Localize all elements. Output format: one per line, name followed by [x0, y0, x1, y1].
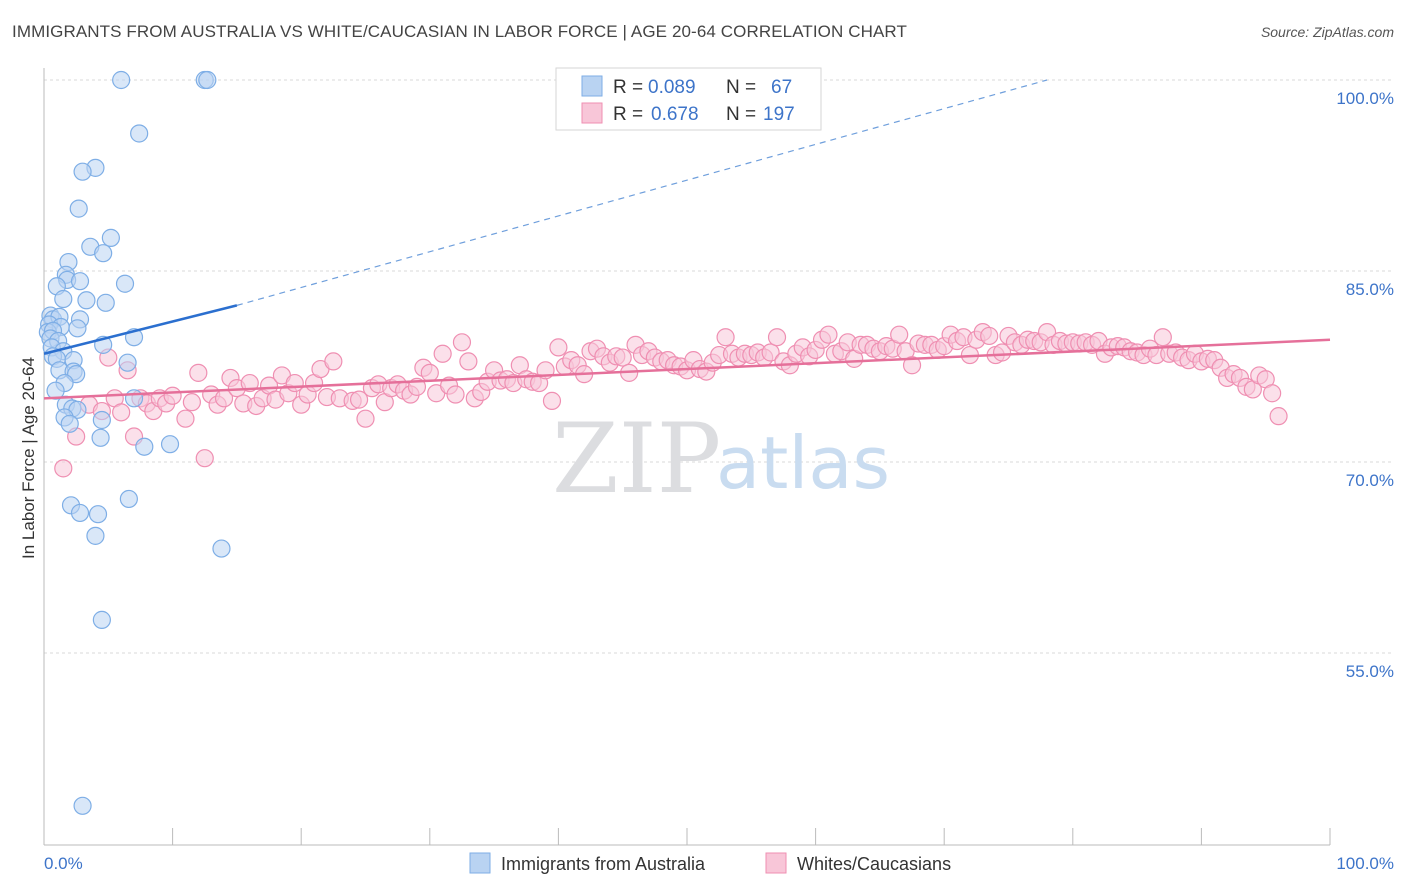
source-credit: Source: ZipAtlas.com: [1260, 24, 1394, 40]
point-white-58: [459, 352, 478, 371]
series-legend-label-2: Whites/Caucasians: [797, 854, 951, 874]
point-white-105: [761, 343, 780, 362]
trend-line-australia-extension: [236, 79, 1048, 306]
point-white-52: [420, 363, 439, 382]
stats-legend: R = 0.089 N = 67 R = 0.678 N = 197: [555, 67, 822, 131]
chart-title: IMMIGRANTS FROM AUSTRALIA VS WHITE/CAUCA…: [12, 22, 907, 41]
point-australia-13: [70, 272, 90, 291]
point-white-82: [613, 348, 632, 367]
legend-r-label-1: R =: [613, 77, 643, 98]
point-australia-0: [112, 70, 131, 90]
trend-line-australia: [43, 304, 238, 355]
point-white-72: [549, 338, 568, 357]
point-white-18: [195, 449, 214, 468]
point-white-38: [324, 352, 343, 371]
point-australia-37: [118, 353, 137, 372]
point-white-141: [992, 343, 1012, 362]
series-legend-swatch-pink: [765, 852, 787, 874]
point-white-17: [189, 363, 208, 382]
point-australia-6: [69, 199, 88, 218]
point-white-41: [349, 390, 369, 409]
series-legend-label-1: Immigrants from Australia: [501, 854, 706, 874]
point-white-25: [240, 373, 259, 393]
point-australia-9: [94, 244, 113, 263]
point-australia-18: [96, 293, 115, 312]
point-white-42: [356, 409, 375, 428]
legend-r-value-2: 0.678: [651, 104, 699, 125]
point-white-6: [112, 403, 131, 422]
watermark-zip: ZIP: [552, 403, 721, 515]
y-tick-label-2: 70.0%: [1346, 471, 1394, 490]
series-legend: Immigrants from Australia Whites/Caucasi…: [469, 852, 951, 874]
point-white-127: [902, 356, 922, 375]
point-white-57: [452, 333, 472, 352]
point-australia-2: [198, 70, 217, 90]
x-tick-label-max: 100.0%: [1336, 854, 1394, 873]
trend-lines: [43, 79, 1331, 400]
point-australia-58: [212, 539, 231, 558]
legend-r-value-1: 0.089: [648, 77, 696, 98]
point-white-14: [163, 386, 182, 405]
point-white-16: [182, 393, 201, 412]
axes: [43, 68, 1331, 846]
point-australia-60: [73, 796, 92, 815]
point-australia-52: [160, 435, 180, 454]
watermark-atlas: atlas: [716, 421, 890, 505]
point-white-114: [819, 325, 838, 344]
point-australia-7: [101, 228, 120, 247]
point-australia-57: [86, 526, 105, 545]
point-australia-55: [70, 503, 90, 523]
legend-r-label-2: R =: [613, 104, 643, 125]
y-tick-label-0: 100.0%: [1336, 89, 1394, 108]
legend-n-value-1: 67: [771, 77, 792, 98]
data-points: [38, 70, 1288, 815]
point-australia-56: [88, 505, 108, 524]
point-white-71: [542, 391, 562, 410]
legend-swatch-pink: [581, 102, 603, 124]
y-tick-label-3: 55.0%: [1346, 662, 1394, 681]
legend-n-label-2: N =: [726, 104, 756, 125]
y-axis-label: In Labor Force | Age 20-64: [19, 357, 38, 559]
point-australia-25: [68, 319, 87, 338]
point-australia-50: [91, 428, 110, 447]
point-white-183: [1263, 384, 1282, 403]
x-tick-label-min: 0.0%: [44, 854, 83, 873]
point-white-139: [980, 326, 999, 346]
point-australia-49: [60, 414, 79, 433]
series-legend-swatch-blue: [469, 852, 491, 874]
point-australia-48: [92, 410, 111, 430]
point-white-54: [433, 344, 452, 363]
point-australia-5: [73, 162, 92, 181]
point-australia-43: [124, 389, 144, 408]
point-white-98: [716, 328, 735, 347]
y-tick-labels: 100.0% 85.0% 70.0% 55.0%: [1336, 89, 1394, 681]
trend-line-white: [43, 338, 1331, 400]
point-australia-54: [119, 489, 138, 509]
legend-swatch-blue: [581, 75, 603, 97]
point-australia-16: [54, 289, 73, 309]
point-australia-17: [77, 291, 96, 310]
point-white-15: [176, 409, 195, 428]
watermark: ZIP atlas: [552, 403, 890, 515]
y-tick-label-1: 85.0%: [1346, 280, 1394, 299]
legend-n-label-1: N =: [726, 77, 756, 98]
point-white-166: [1153, 328, 1172, 347]
point-australia-14: [115, 274, 135, 293]
point-white-106: [767, 328, 787, 347]
point-white-125: [890, 325, 909, 344]
point-white-184: [1269, 407, 1288, 426]
point-australia-51: [135, 437, 154, 456]
legend-n-value-2: 197: [763, 104, 795, 125]
point-australia-42: [46, 381, 65, 400]
point-australia-59: [92, 610, 111, 629]
point-australia-3: [130, 124, 149, 143]
point-white-56: [446, 385, 465, 404]
point-white-0: [54, 459, 73, 478]
